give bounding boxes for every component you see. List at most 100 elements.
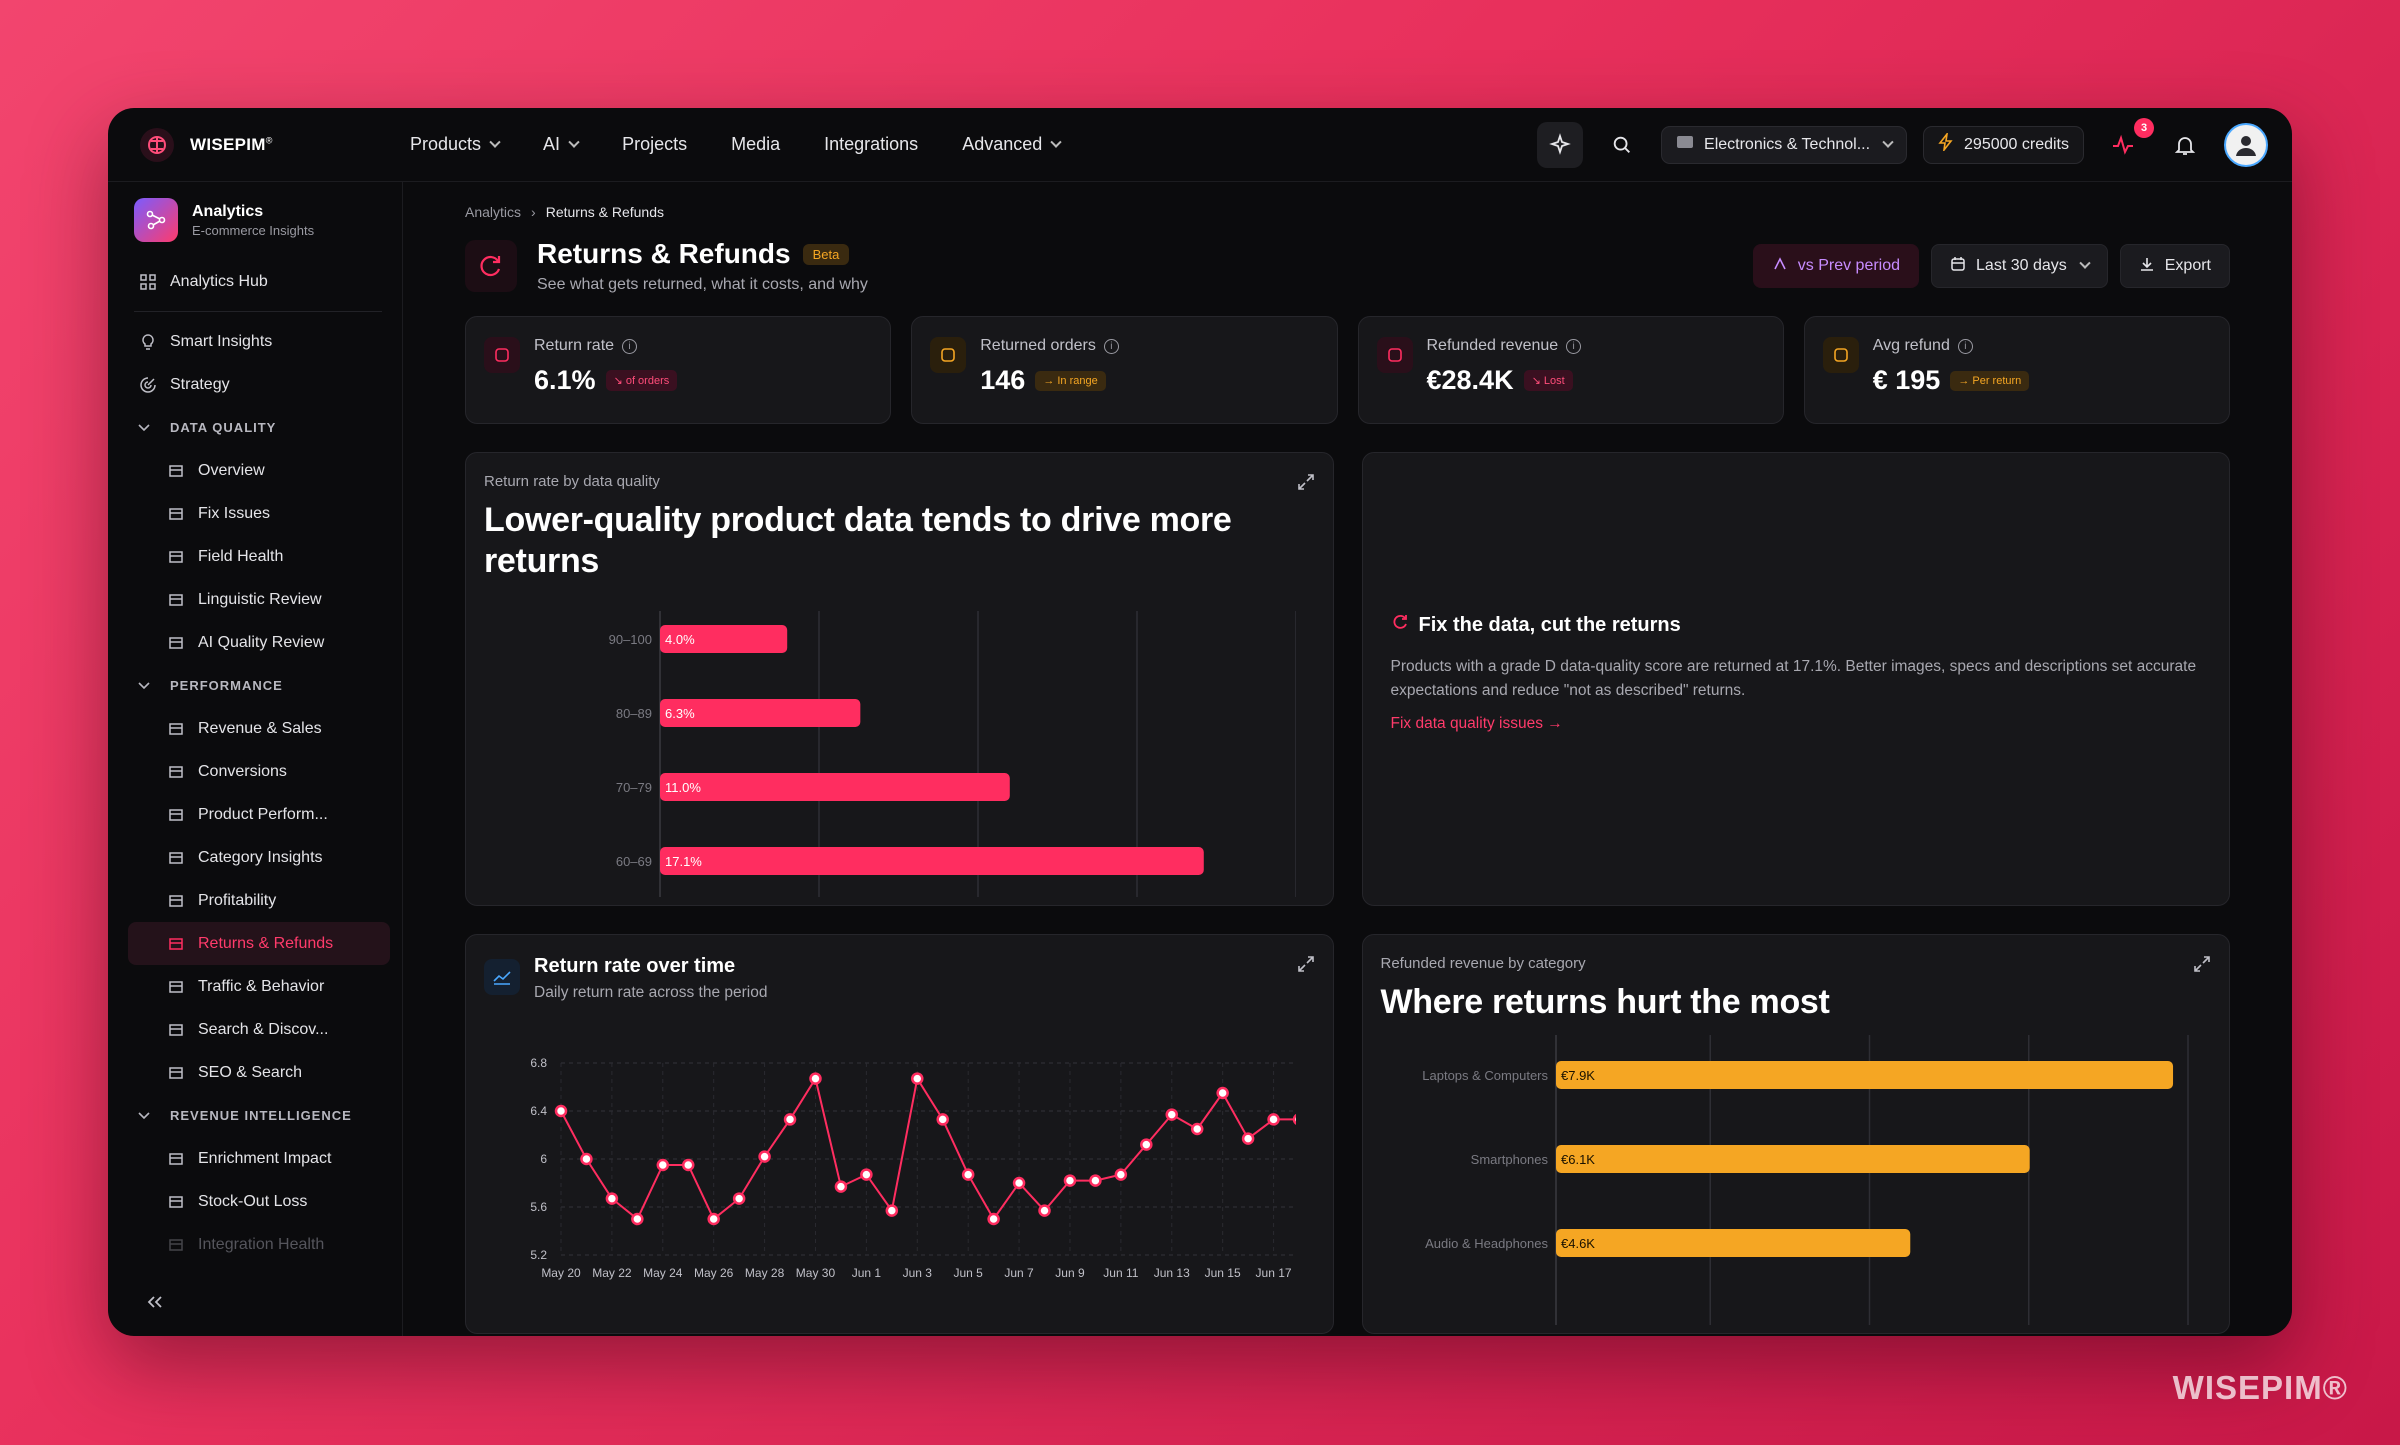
x-tick-label: Jun 5 — [953, 1266, 983, 1280]
nav-item-ai[interactable]: AI — [543, 134, 580, 155]
nav-item-products[interactable]: Products — [410, 134, 501, 155]
sidebar-item-integration-health[interactable]: Integration Health — [134, 1223, 382, 1266]
chevron-down-icon — [1882, 136, 1894, 148]
sparkle-icon — [1549, 132, 1571, 155]
page-subtitle: See what gets returned, what it costs, a… — [537, 276, 868, 293]
notifications-button[interactable] — [2162, 122, 2208, 168]
sidebar-item-seo-search[interactable]: SEO & Search — [134, 1051, 382, 1094]
sidebar-item-search-discov[interactable]: Search & Discov... — [134, 1008, 382, 1051]
sidebar-item-strategy[interactable]: Strategy — [134, 363, 382, 406]
x-tick-label: May 26 — [694, 1266, 734, 1280]
kpi-value-row: €28.4K ↘ Lost — [1427, 365, 1582, 396]
category-bar-chart: Laptops & Computers €7.9K Smartphones €6.1K… — [1422, 1035, 2189, 1325]
sidebar-item-ai-quality-review[interactable]: AI Quality Review — [134, 621, 382, 664]
info-icon[interactable]: i — [1103, 338, 1119, 354]
nav-item-projects[interactable]: Projects — [622, 134, 687, 155]
bar — [660, 773, 1010, 801]
info-icon[interactable]: i — [1957, 338, 1973, 354]
kpi-value: € 195 — [1872, 365, 1941, 395]
enrichment-impact-icon — [166, 1149, 186, 1169]
brand[interactable]: WISEPIM® — [136, 124, 376, 166]
bar-value-label: 6.3% — [665, 706, 695, 721]
sidebar-item-label: SEO & Search — [198, 1063, 303, 1081]
sidebar-item-smart-insights[interactable]: Smart Insights — [134, 320, 382, 363]
kpi-label: Avg refund i — [1873, 337, 2030, 355]
credits-pill[interactable]: 295000 credits — [1923, 125, 2084, 164]
fix-data-quality-link[interactable]: Fix data quality issues → — [1390, 715, 1563, 733]
returned-orders-icon — [930, 337, 967, 373]
double-chevron-left-icon — [147, 1296, 162, 1308]
breadcrumb-current: Returns & Refunds — [545, 204, 664, 220]
export-button[interactable]: Export — [2119, 244, 2230, 288]
card-kicker: Return rate by data quality — [484, 473, 660, 490]
sidebar-item-product-perform[interactable]: Product Perform... — [134, 793, 382, 836]
kpi-label: Refunded revenue i — [1427, 337, 1582, 355]
sidebar-item-linguistic-review[interactable]: Linguistic Review — [134, 578, 382, 621]
kpi-value-row: € 195 → Per return — [1873, 365, 2030, 396]
series-line — [560, 1075, 1296, 1221]
sidebar-section-revenue-intelligence[interactable]: REVENUE INTELLIGENCE — [134, 1094, 382, 1137]
sidebar-item-traffic-behavior[interactable]: Traffic & Behavior — [134, 965, 382, 1008]
sidebar-item-category-insights[interactable]: Category Insights — [134, 836, 382, 879]
sidebar-item-enrichment-impact[interactable]: Enrichment Impact — [134, 1137, 382, 1180]
app-window: WISEPIM® Products AI Projects Media Integrat… — [108, 108, 2292, 1336]
kpi-label-text: Return rate — [534, 337, 615, 354]
product-perform-icon — [166, 805, 186, 825]
sidebar-item-label: AI Quality Review — [198, 633, 325, 651]
category-insights-icon — [166, 848, 186, 868]
breadcrumb-parent[interactable]: Analytics — [465, 204, 522, 220]
data-point — [1190, 1122, 1204, 1136]
collapse-sidebar-button[interactable] — [146, 1295, 164, 1314]
sidebar: Analytics E-commerce Insights Analytics … — [108, 182, 403, 1336]
sidebar-nav-list: Smart Insights Strategy DATA QUALITY Overvi… — [128, 320, 390, 1266]
kpi-row: Return rate i 6.1% ↘ of orders Returned orde… — [465, 316, 2230, 424]
sidebar-item-overview[interactable]: Overview — [134, 449, 382, 492]
info-icon[interactable]: i — [1566, 338, 1582, 354]
x-tick-label: Jun 17 — [1256, 1266, 1292, 1280]
data-point — [554, 1104, 568, 1118]
chevron-down-icon — [568, 136, 580, 148]
credits-value: 295000 credits — [1964, 135, 2069, 153]
y-tick-label: 6.8 — [530, 1056, 547, 1070]
sidebar-section-performance[interactable]: PERFORMANCE — [134, 664, 382, 707]
brain-logo-icon — [136, 124, 178, 166]
overview-icon — [166, 461, 186, 481]
kpi-card-return-rate: Return rate i 6.1% ↘ of orders — [465, 316, 892, 424]
breadcrumb: Analytics › Returns & Refunds — [465, 204, 2230, 220]
activity-button[interactable]: 3 — [2100, 117, 2154, 168]
bar — [660, 847, 1204, 875]
nav-item-integrations[interactable]: Integrations — [824, 134, 918, 155]
sidebar-item-returns-refunds[interactable]: Returns & Refunds — [128, 922, 390, 965]
sidebar-item-conversions[interactable]: Conversions — [134, 750, 382, 793]
workspace-selector[interactable]: Electronics & Technol... — [1661, 125, 1908, 164]
search-button[interactable] — [1599, 122, 1645, 168]
date-range-select[interactable]: Last 30 days — [1931, 244, 2108, 288]
sidebar-section-data-quality[interactable]: DATA QUALITY — [134, 406, 382, 449]
sidebar-item-stock-out-loss[interactable]: Stock-Out Loss — [134, 1180, 382, 1223]
ai-sparkle-button[interactable] — [1537, 121, 1584, 168]
compare-period-button[interactable]: vs Prev period — [1752, 244, 1920, 288]
search-icon — [1613, 136, 1630, 153]
brand-name: WISEPIM® — [190, 134, 273, 154]
nav-item-label: Products — [410, 134, 482, 154]
expand-button[interactable] — [1297, 473, 1315, 496]
nav-item-advanced[interactable]: Advanced — [962, 134, 1062, 155]
expand-button[interactable] — [2193, 955, 2211, 978]
expand-button[interactable] — [1297, 955, 1315, 978]
sidebar-item-analytics-hub[interactable]: Analytics Hub — [134, 260, 382, 303]
sidebar-item-fix-issues[interactable]: Fix Issues — [134, 492, 382, 535]
data-point — [605, 1192, 619, 1205]
kpi-tag: → Per return — [1950, 370, 2030, 391]
bar — [660, 625, 788, 653]
nav-item-media[interactable]: Media — [731, 134, 780, 155]
watermark: WISEPIM® — [2172, 1369, 2348, 1406]
kpi-card-avg-refund: Avg refund i € 195 → Per return — [1803, 316, 2230, 424]
top-bar: WISEPIM® Products AI Projects Media Integrat… — [108, 108, 2292, 182]
user-avatar[interactable] — [2224, 122, 2268, 167]
sidebar-item-field-health[interactable]: Field Health — [134, 535, 382, 578]
data-point — [732, 1192, 746, 1205]
sidebar-item-revenue-sales[interactable]: Revenue & Sales — [134, 707, 382, 750]
strategy-icon — [138, 375, 158, 395]
sidebar-item-profitability[interactable]: Profitability — [134, 879, 382, 922]
info-icon[interactable]: i — [622, 338, 638, 354]
